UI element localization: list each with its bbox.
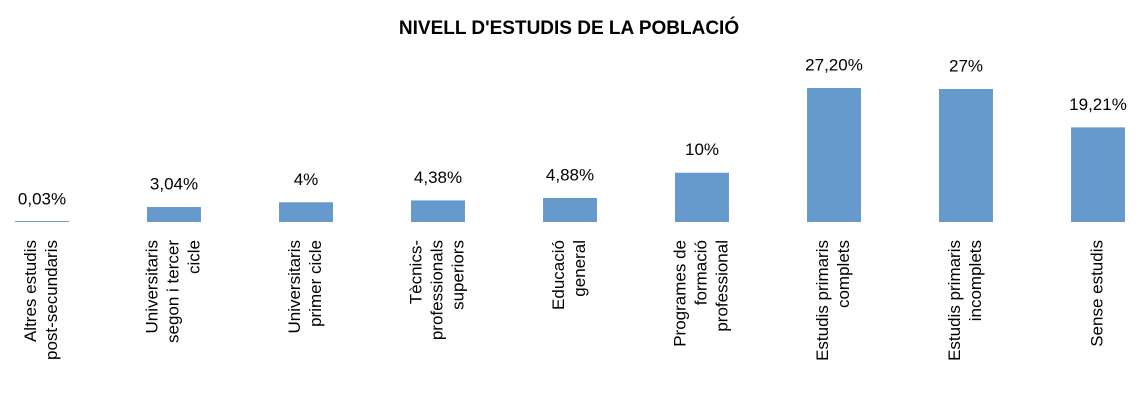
data-label: 4,38% [414,168,462,187]
x-tick-label: post-secundaris [42,240,61,360]
x-tick-label: formació [691,240,710,305]
bar [939,88,993,222]
x-tick-label: professional [712,240,731,332]
bar [279,202,333,222]
bar [807,88,861,222]
data-label: 3,04% [150,175,198,194]
data-label: 27,20% [805,55,863,74]
data-label: 27% [949,56,983,75]
x-tick-label: general [570,240,589,297]
bar [675,172,729,222]
x-tick-label: segon i tercer [163,240,182,343]
x-tick-label: Educació [549,240,568,310]
x-tick-label: Universitaris [285,240,304,334]
data-label: 19,21% [1069,95,1127,114]
chart-title: NIVELL D'ESTUDIS DE LA POBLACIÓ [399,17,739,39]
bar [15,221,69,222]
x-tick-label: primer cicle [306,240,325,327]
bar [1071,127,1125,222]
x-tick-label: Tècnics- [406,240,425,304]
x-tick-label: superiors [448,240,467,310]
x-tick-label: Altres estudis [21,240,40,342]
x-tick-label: Programes de [670,240,689,347]
bar [147,207,201,222]
x-tick-label: Estudis primaris [813,240,832,361]
x-tick-label: incomplets [966,240,985,321]
bar [411,200,465,222]
data-label: 4% [294,170,319,189]
x-tick-label: cicle [184,240,203,274]
x-tick-label: professionals [427,240,446,340]
x-tick-label: Sense estudis [1087,240,1106,347]
data-label: 4,88% [546,165,594,184]
x-tick-label: complets [834,240,853,308]
x-tick-label: Universitaris [142,240,161,334]
data-label: 0,03% [18,189,66,208]
bar [543,197,597,222]
x-tick-label: Estudis primaris [945,240,964,361]
data-label: 10% [685,140,719,159]
